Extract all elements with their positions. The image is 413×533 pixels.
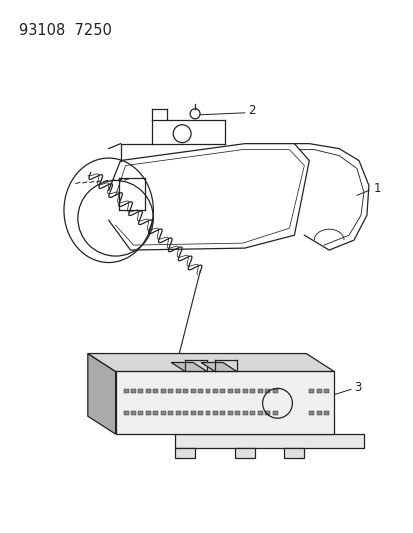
Bar <box>227 411 232 415</box>
Bar <box>168 389 173 393</box>
Text: 3: 3 <box>353 381 361 394</box>
Bar <box>257 411 262 415</box>
Bar <box>309 411 313 415</box>
Bar <box>272 411 277 415</box>
Polygon shape <box>88 353 333 372</box>
Bar <box>323 389 328 393</box>
Bar <box>257 389 262 393</box>
Bar <box>249 411 254 415</box>
Polygon shape <box>175 434 363 448</box>
Bar <box>145 389 150 393</box>
Bar <box>235 411 240 415</box>
Bar <box>264 389 269 393</box>
Bar <box>160 411 165 415</box>
Polygon shape <box>175 448 195 458</box>
Bar <box>316 411 321 415</box>
Polygon shape <box>234 448 254 458</box>
Bar <box>197 389 202 393</box>
Bar <box>205 411 210 415</box>
Bar <box>235 389 240 393</box>
Polygon shape <box>171 362 206 372</box>
Bar <box>131 389 135 393</box>
Bar <box>183 411 188 415</box>
Text: 2: 2 <box>247 104 254 117</box>
Bar <box>220 389 225 393</box>
Bar <box>249 389 254 393</box>
Bar <box>323 411 328 415</box>
Bar <box>205 389 210 393</box>
Bar <box>227 389 232 393</box>
Bar <box>264 411 269 415</box>
Bar <box>168 411 173 415</box>
Bar <box>197 411 202 415</box>
Bar <box>183 389 188 393</box>
Bar <box>212 411 217 415</box>
Bar <box>190 411 195 415</box>
Bar <box>309 389 313 393</box>
Bar <box>242 389 247 393</box>
Bar <box>123 411 128 415</box>
Bar <box>316 389 321 393</box>
Bar <box>131 411 135 415</box>
Polygon shape <box>284 448 304 458</box>
Bar <box>175 389 180 393</box>
Bar <box>153 411 158 415</box>
Bar <box>123 389 128 393</box>
Bar <box>145 411 150 415</box>
Bar <box>175 411 180 415</box>
Bar <box>190 389 195 393</box>
Bar <box>138 389 143 393</box>
Bar <box>160 389 165 393</box>
Bar <box>153 389 158 393</box>
Text: 93108  7250: 93108 7250 <box>19 23 112 38</box>
Polygon shape <box>88 353 115 434</box>
Bar <box>242 411 247 415</box>
Bar <box>220 411 225 415</box>
Polygon shape <box>201 362 236 372</box>
Bar <box>138 411 143 415</box>
Bar <box>212 389 217 393</box>
Bar <box>272 389 277 393</box>
Text: 1: 1 <box>373 182 380 195</box>
Polygon shape <box>115 372 333 434</box>
